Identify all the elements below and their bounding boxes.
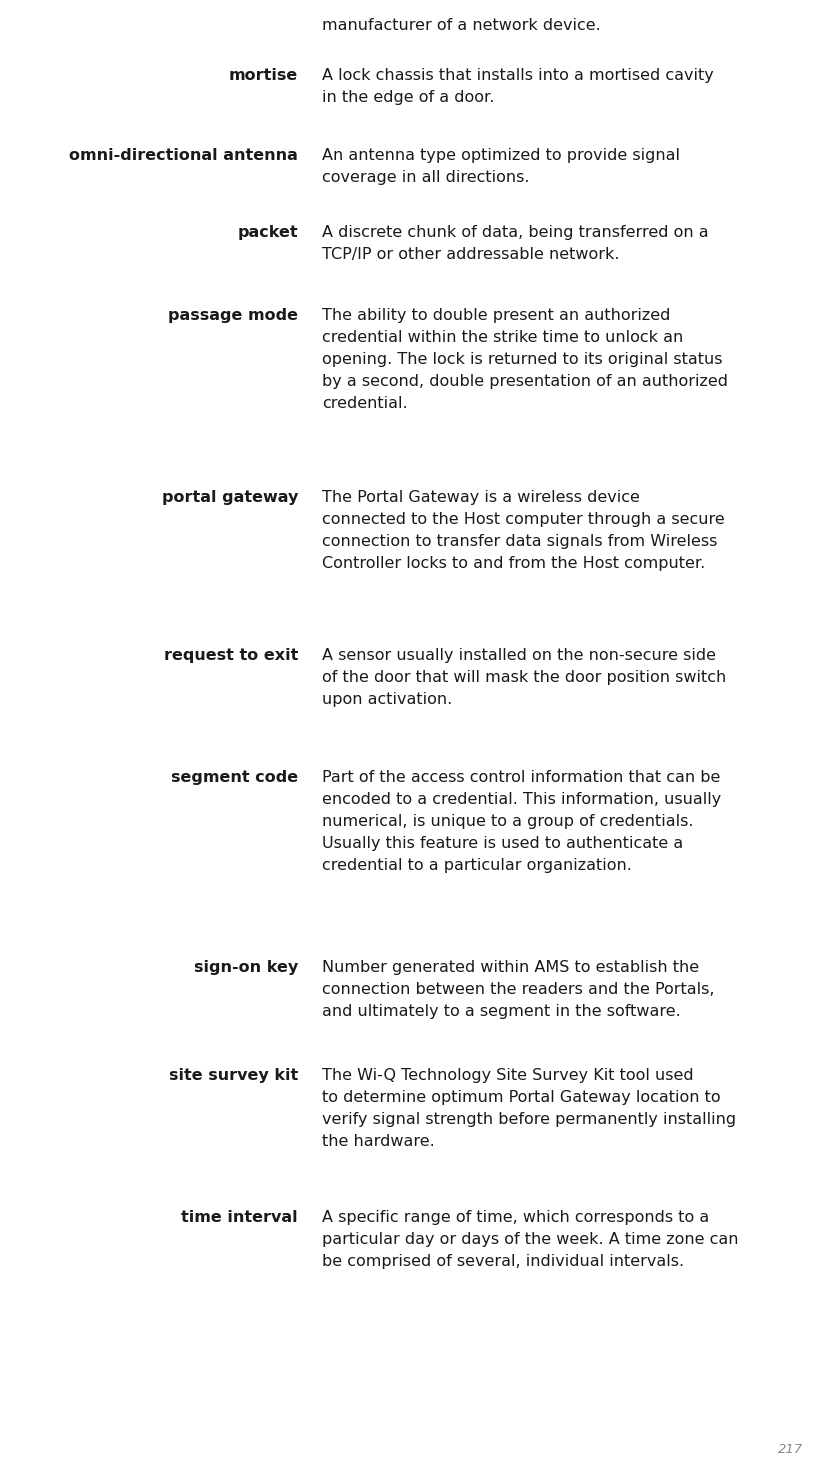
Text: connection to transfer data signals from Wireless: connection to transfer data signals from…: [322, 534, 717, 549]
Text: Part of the access control information that can be: Part of the access control information t…: [322, 770, 720, 785]
Text: TCP/IP or other addressable network.: TCP/IP or other addressable network.: [322, 246, 619, 263]
Text: and ultimately to a segment in the software.: and ultimately to a segment in the softw…: [322, 1005, 681, 1020]
Text: credential.: credential.: [322, 396, 408, 411]
Text: mortise: mortise: [229, 68, 298, 83]
Text: by a second, double presentation of an authorized: by a second, double presentation of an a…: [322, 374, 728, 389]
Text: A sensor usually installed on the non-secure side: A sensor usually installed on the non-se…: [322, 649, 716, 663]
Text: passage mode: passage mode: [168, 309, 298, 324]
Text: to determine optimum Portal Gateway location to: to determine optimum Portal Gateway loca…: [322, 1091, 720, 1106]
Text: site survey kit: site survey kit: [169, 1068, 298, 1083]
Text: particular day or days of the week. A time zone can: particular day or days of the week. A ti…: [322, 1232, 739, 1247]
Text: manufacturer of a network device.: manufacturer of a network device.: [322, 18, 601, 33]
Text: be comprised of several, individual intervals.: be comprised of several, individual inte…: [322, 1254, 684, 1269]
Text: packet: packet: [238, 226, 298, 240]
Text: credential to a particular organization.: credential to a particular organization.: [322, 858, 632, 873]
Text: portal gateway: portal gateway: [161, 490, 298, 505]
Text: Usually this feature is used to authenticate a: Usually this feature is used to authenti…: [322, 835, 683, 850]
Text: segment code: segment code: [171, 770, 298, 785]
Text: request to exit: request to exit: [164, 649, 298, 663]
Text: coverage in all directions.: coverage in all directions.: [322, 171, 529, 186]
Text: connected to the Host computer through a secure: connected to the Host computer through a…: [322, 512, 725, 527]
Text: Controller locks to and from the Host computer.: Controller locks to and from the Host co…: [322, 556, 706, 571]
Text: encoded to a credential. This information, usually: encoded to a credential. This informatio…: [322, 792, 721, 807]
Text: A lock chassis that installs into a mortised cavity: A lock chassis that installs into a mort…: [322, 68, 714, 83]
Text: omni-directional antenna: omni-directional antenna: [69, 148, 298, 163]
Text: The Portal Gateway is a wireless device: The Portal Gateway is a wireless device: [322, 490, 640, 505]
Text: sign-on key: sign-on key: [194, 960, 298, 975]
Text: A discrete chunk of data, being transferred on a: A discrete chunk of data, being transfer…: [322, 226, 709, 240]
Text: upon activation.: upon activation.: [322, 692, 452, 706]
Text: of the door that will mask the door position switch: of the door that will mask the door posi…: [322, 669, 726, 686]
Text: The Wi-Q Technology Site Survey Kit tool used: The Wi-Q Technology Site Survey Kit tool…: [322, 1068, 694, 1083]
Text: credential within the strike time to unlock an: credential within the strike time to unl…: [322, 329, 683, 344]
Text: time interval: time interval: [181, 1209, 298, 1224]
Text: verify signal strength before permanently installing: verify signal strength before permanentl…: [322, 1112, 736, 1126]
Text: Number generated within AMS to establish the: Number generated within AMS to establish…: [322, 960, 699, 975]
Text: A specific range of time, which corresponds to a: A specific range of time, which correspo…: [322, 1209, 709, 1224]
Text: 217: 217: [778, 1442, 803, 1456]
Text: numerical, is unique to a group of credentials.: numerical, is unique to a group of crede…: [322, 815, 694, 830]
Text: connection between the readers and the Portals,: connection between the readers and the P…: [322, 982, 715, 997]
Text: the hardware.: the hardware.: [322, 1134, 435, 1149]
Text: opening. The lock is returned to its original status: opening. The lock is returned to its ori…: [322, 352, 722, 367]
Text: The ability to double present an authorized: The ability to double present an authori…: [322, 309, 671, 324]
Text: in the edge of a door.: in the edge of a door.: [322, 91, 494, 105]
Text: An antenna type optimized to provide signal: An antenna type optimized to provide sig…: [322, 148, 680, 163]
